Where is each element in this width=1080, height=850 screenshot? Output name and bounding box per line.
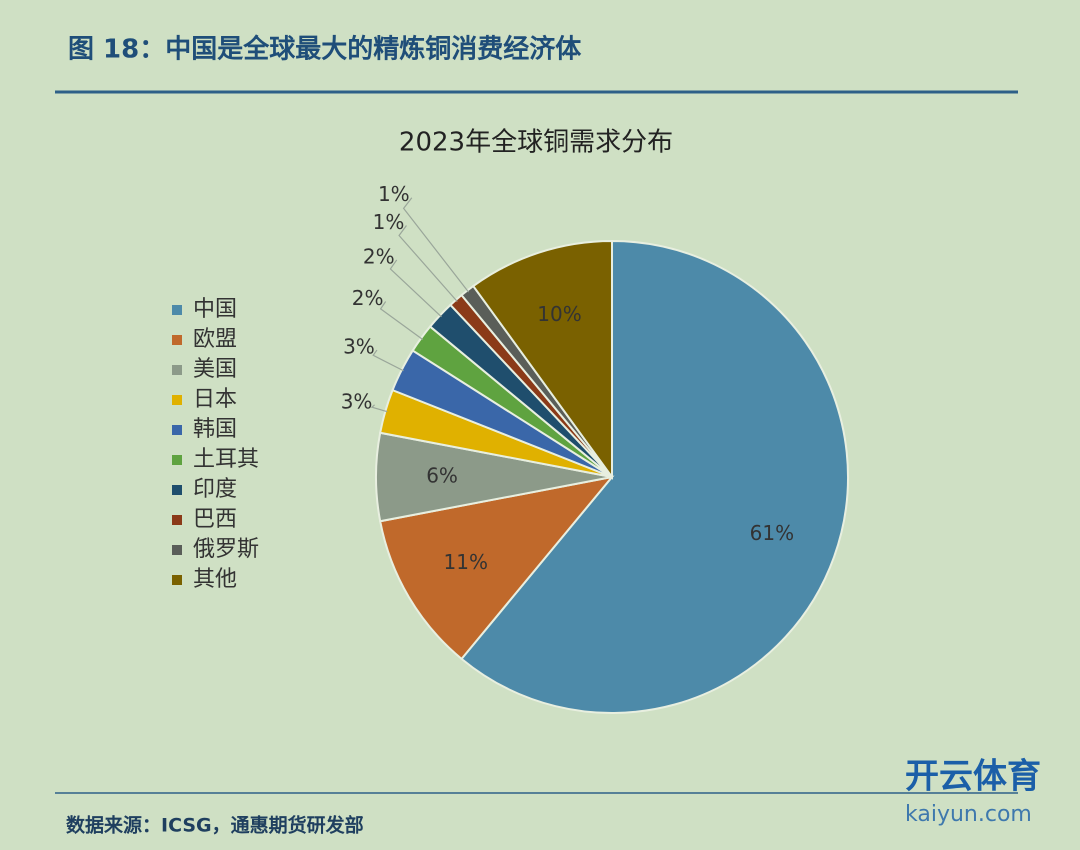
leader-line <box>398 225 458 302</box>
legend-label: 韩国 <box>193 417 237 442</box>
leader-line <box>370 404 388 413</box>
chart-title: 2023年全球铜需求分布 <box>399 128 673 158</box>
pie-chart: 61% 中国 11% 欧盟 6% 美国 3% 日本 3% 韩国 2% 土耳其 2% 印度 1% 巴西 1% 俄罗斯… <box>172 182 849 714</box>
legend-label: 其他 <box>193 567 237 592</box>
legend-swatch <box>172 425 182 435</box>
source-note: 数据来源：ICSG，通惠期货研发部 <box>66 814 364 837</box>
data-label: 1% <box>378 182 410 206</box>
legend-swatch <box>172 485 182 495</box>
leader-line <box>389 259 442 318</box>
pie-slice <box>471 239 613 481</box>
legend-label: 印度 <box>193 477 237 502</box>
leader-line <box>372 349 404 372</box>
legend-swatch <box>172 305 182 315</box>
legend-label: 日本 <box>193 387 237 412</box>
figure-title: 图 18：中国是全球最大的精炼铜消费经济体 <box>68 34 582 65</box>
legend-swatch <box>172 335 182 345</box>
legend-label: 俄罗斯 <box>193 537 259 562</box>
legend-label: 中国 <box>193 297 237 322</box>
leader-line <box>379 301 424 340</box>
legend-swatch <box>172 455 182 465</box>
data-label: 11% <box>444 550 488 574</box>
legend-label: 土耳其 <box>193 447 259 472</box>
data-label: 3% <box>343 335 375 359</box>
legend-swatch <box>172 545 182 555</box>
legend-swatch <box>172 365 182 375</box>
data-label: 10% <box>537 302 581 326</box>
legend-label: 巴西 <box>193 507 237 532</box>
leader-line <box>402 197 470 293</box>
data-label: 61% <box>750 521 794 545</box>
data-label: 2% <box>352 286 384 310</box>
legend-label: 美国 <box>193 357 237 382</box>
pie-slice <box>460 239 849 714</box>
data-label: 2% <box>363 244 395 268</box>
data-label: 1% <box>373 210 405 234</box>
legend-swatch <box>172 575 182 585</box>
data-label: 6% <box>426 464 458 488</box>
legend-swatch <box>172 515 182 525</box>
watermark-site: kaiyun.com <box>905 802 1032 827</box>
data-label: 3% <box>341 389 373 413</box>
legend-swatch <box>172 395 182 405</box>
pie-slice <box>379 475 615 661</box>
watermark-brand: 开云体育 <box>905 757 1041 797</box>
legend-label: 欧盟 <box>193 327 237 352</box>
